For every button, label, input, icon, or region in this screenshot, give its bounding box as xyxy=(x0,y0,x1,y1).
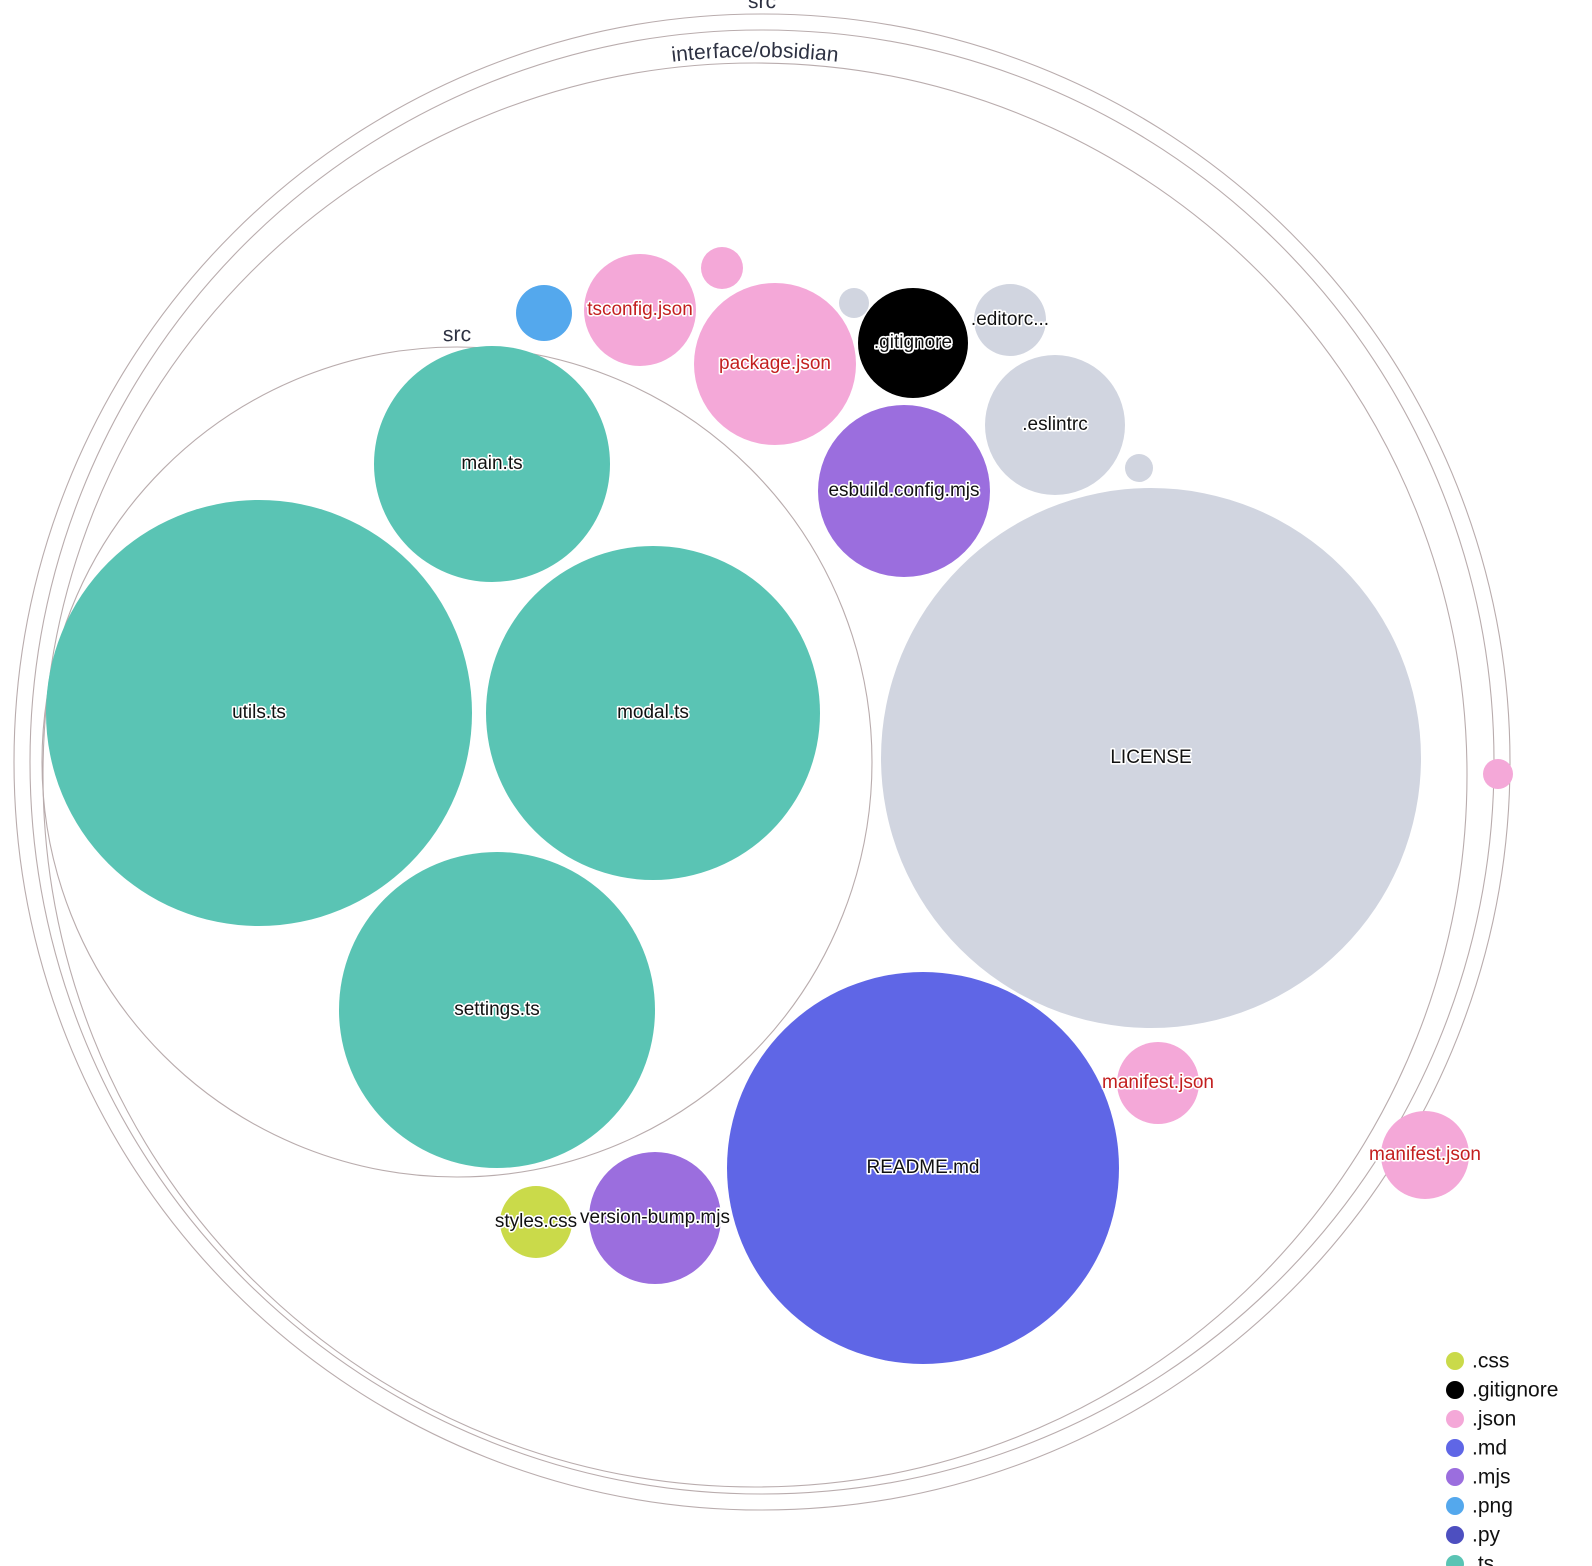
legend: .css .gitignore .json .md .mjs .png .py .ts xyxy=(1446,1350,1558,1566)
legend-item-mjs[interactable]: .mjs xyxy=(1446,1466,1511,1489)
legend-item-png[interactable]: .png xyxy=(1446,1495,1513,1518)
node-small-json-right[interactable] xyxy=(1483,759,1513,789)
legend-swatch-gitignore xyxy=(1446,1381,1464,1399)
legend-swatch-png xyxy=(1446,1497,1464,1515)
node-circle-package.json[interactable] xyxy=(694,283,856,445)
node-circle-small-json-right[interactable] xyxy=(1483,759,1513,789)
boundary-ring-outer-ring-3 xyxy=(13,13,1511,1511)
node-circle-version-bump.mjs[interactable] xyxy=(589,1152,721,1284)
node-label-package.json: package.json xyxy=(719,353,831,374)
node-label-.editorconfig: .editorc... xyxy=(971,309,1049,330)
node-settings.ts[interactable]: settings.ts xyxy=(339,852,655,1168)
legend-swatch-ts xyxy=(1446,1555,1464,1566)
boundary-ring-outer-ring-1 xyxy=(42,62,1468,1488)
legend-swatch-md xyxy=(1446,1439,1464,1457)
node-circle-LICENSE[interactable] xyxy=(881,488,1421,1028)
node-.gitignore[interactable]: .gitignore xyxy=(858,288,968,398)
node-label-manifest.json-outer: manifest.json xyxy=(1369,1144,1481,1165)
arc-label-src-outer-textpath: src xyxy=(746,0,778,15)
node-label-.gitignore: .gitignore xyxy=(874,332,952,353)
node-label-esbuild.config.mjs: esbuild.config.mjs xyxy=(828,480,979,501)
node-circle-modal.ts[interactable] xyxy=(486,546,820,880)
node-version-bump.mjs[interactable]: version-bump.mjs xyxy=(578,1152,732,1284)
node-styles.css[interactable]: styles.css xyxy=(493,1186,579,1258)
node-tsconfig.json[interactable]: tsconfig.json xyxy=(584,254,696,366)
node-LICENSE[interactable]: LICENSE xyxy=(881,488,1421,1028)
legend-swatch-mjs xyxy=(1446,1468,1464,1486)
node-label-version-bump.mjs: version-bump.mjs xyxy=(580,1207,730,1228)
node-small-json-top[interactable] xyxy=(701,247,743,289)
legend-swatch-py xyxy=(1446,1526,1464,1544)
node-label-README.md: README.md xyxy=(867,1157,980,1178)
node-circle-small-json-top[interactable] xyxy=(701,247,743,289)
node-README.md[interactable]: README.md xyxy=(727,972,1119,1364)
legend-item-ts[interactable]: .ts xyxy=(1446,1553,1494,1566)
node-circle-main.ts[interactable] xyxy=(374,346,610,582)
node-circle-tsconfig.json[interactable] xyxy=(584,254,696,366)
legend-label-png: .png xyxy=(1472,1495,1513,1518)
node-label-settings.ts: settings.ts xyxy=(454,999,540,1020)
node-circle-small-other-top[interactable] xyxy=(839,288,869,318)
arc-label-src-outer: src xyxy=(748,0,776,13)
arc-label-src-inner-textpath: src xyxy=(441,321,474,348)
legend-label-md: .md xyxy=(1472,1437,1507,1460)
legend-item-css[interactable]: .css xyxy=(1446,1350,1509,1373)
legend-label-gitignore: .gitignore xyxy=(1472,1379,1558,1402)
node-circle-.gitignore[interactable] xyxy=(858,288,968,398)
node-circle-icon.png[interactable] xyxy=(516,285,572,341)
node-manifest.json-inner[interactable]: manifest.json xyxy=(1100,1042,1216,1124)
legend-item-md[interactable]: .md xyxy=(1446,1437,1507,1460)
node-utils.ts[interactable]: utils.ts xyxy=(46,500,472,926)
node-circle-styles.css[interactable] xyxy=(500,1186,572,1258)
node-label-main.ts: main.ts xyxy=(461,453,522,474)
node-circle-README.md[interactable] xyxy=(727,972,1119,1364)
node-label-manifest.json-inner: manifest.json xyxy=(1102,1072,1214,1093)
node-label-styles.css: styles.css xyxy=(495,1211,577,1232)
legend-label-mjs: .mjs xyxy=(1472,1466,1511,1489)
node-circle-esbuild.config.mjs[interactable] xyxy=(818,405,990,577)
node-small-other-mid[interactable] xyxy=(1125,454,1153,482)
rings-layer xyxy=(13,13,1511,1511)
node-label-.eslintrc: .eslintrc xyxy=(1022,414,1087,435)
node-circle-manifest.json-inner[interactable] xyxy=(1117,1042,1199,1124)
node-label-utils.ts: utils.ts xyxy=(232,702,286,723)
node-circle-.editorconfig[interactable] xyxy=(974,284,1046,356)
legend-swatch-css xyxy=(1446,1352,1464,1370)
node-label-LICENSE: LICENSE xyxy=(1110,747,1191,768)
node-.eslintrc[interactable]: .eslintrc xyxy=(985,355,1125,495)
node-circle-manifest.json-outer[interactable] xyxy=(1381,1111,1469,1199)
legend-label-css: .css xyxy=(1472,1350,1509,1373)
node-circle-settings.ts[interactable] xyxy=(339,852,655,1168)
legend-item-gitignore[interactable]: .gitignore xyxy=(1446,1379,1558,1402)
node-manifest.json-outer[interactable]: manifest.json xyxy=(1367,1111,1483,1199)
node-esbuild.config.mjs[interactable]: esbuild.config.mjs xyxy=(818,405,990,577)
node-main.ts[interactable]: main.ts xyxy=(374,346,610,582)
legend-label-ts: .ts xyxy=(1472,1553,1494,1566)
legend-item-json[interactable]: .json xyxy=(1446,1408,1516,1431)
node-circle-utils.ts[interactable] xyxy=(46,500,472,926)
arc-label-src-inner: src xyxy=(443,323,472,346)
node-circle-.eslintrc[interactable] xyxy=(985,355,1125,495)
legend-label-py: .py xyxy=(1472,1524,1501,1547)
legend-swatch-json xyxy=(1446,1410,1464,1428)
node-.editorconfig[interactable]: .editorc... xyxy=(969,284,1051,356)
boundary-ring-src-inner-ring xyxy=(41,346,873,1178)
node-label-tsconfig.json: tsconfig.json xyxy=(587,299,693,320)
node-small-other-top[interactable] xyxy=(839,288,869,318)
nodes-layer: utils.ts modal.ts settings.ts main.ts LICENS… xyxy=(46,247,1513,1364)
legend-label-json: .json xyxy=(1472,1408,1516,1431)
node-circle-small-other-mid[interactable] xyxy=(1125,454,1153,482)
node-modal.ts[interactable]: modal.ts xyxy=(486,546,820,880)
node-icon.png[interactable] xyxy=(516,285,572,341)
legend-item-py[interactable]: .py xyxy=(1446,1524,1501,1547)
node-label-modal.ts: modal.ts xyxy=(617,702,689,723)
node-package.json[interactable]: package.json xyxy=(694,283,856,445)
